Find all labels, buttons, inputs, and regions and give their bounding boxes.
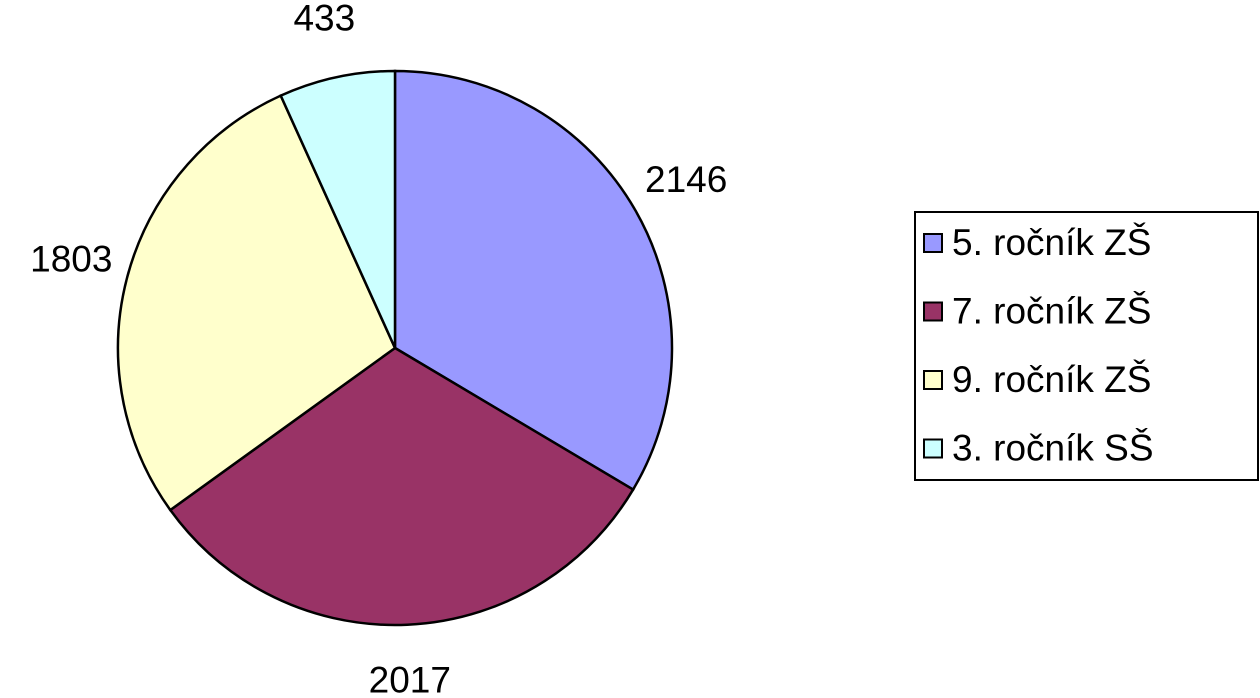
legend-label: 9. ročník ZŠ: [952, 359, 1151, 400]
pie-slice: [279, 69, 397, 349]
legend-swatch: [923, 301, 943, 322]
legend-box: [914, 211, 1259, 481]
data-label: 2146: [645, 159, 727, 200]
pie-slice: [116, 94, 397, 512]
legend-swatch: [923, 370, 943, 390]
pie-slice: [393, 69, 674, 492]
data-label: 2017: [369, 659, 451, 693]
data-label: 433: [293, 0, 355, 38]
legend-swatch: [923, 233, 943, 253]
legend-label: 5. ročník ZŠ: [952, 222, 1151, 263]
legend-swatch: [923, 438, 943, 459]
data-label: 1803: [30, 239, 112, 280]
legend-label: 3. ročník SŠ: [952, 427, 1154, 468]
pie-slice: [168, 346, 635, 627]
legend-label: 7. ročník ZŠ: [952, 290, 1151, 331]
